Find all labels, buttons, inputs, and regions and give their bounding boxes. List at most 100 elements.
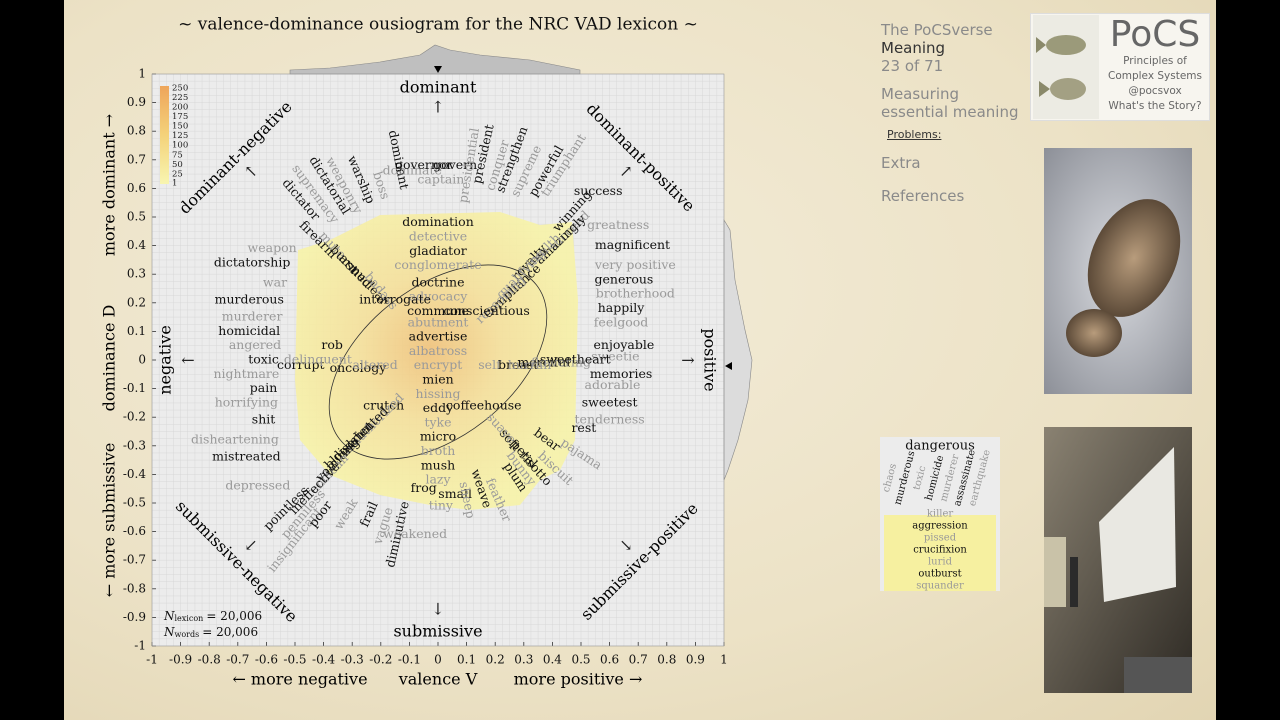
colorbar-label: 1 [172,179,177,189]
word: captain [417,171,464,186]
x-tick-label: -0.9 [169,653,192,667]
word: oncology [330,360,388,375]
word: doctrine [412,274,465,289]
word: crutch [363,397,404,412]
colorbar-label: 250 [172,84,188,94]
x-tick-label: -0.3 [341,653,364,667]
x-tick-label: 1 [720,653,728,667]
y-tick-label: -0.2 [123,410,146,424]
logo-line: What's the Story? [1108,100,1202,112]
y-axis-label: ← more submissive [100,443,119,598]
topic: Measuring [881,85,960,103]
word: govern [433,157,477,172]
word: tenderness [575,412,645,427]
x-axis-label: more positive → [514,670,643,689]
inset-word: killer [927,509,954,520]
inset-word: lurid [928,557,953,568]
inset-word: pissed [924,533,957,544]
word: detective [409,229,467,244]
word: murderer [222,309,283,324]
y-tick-label: 0.4 [127,238,146,252]
word: dictatorship [214,254,290,269]
logo-text: Principles of Complex Systems @pocsvox W… [1101,54,1209,114]
word: murderous [215,291,284,306]
pole-label: negative [156,325,175,395]
y-tick-label: 0.7 [127,152,146,166]
word: enjoyable [594,337,655,352]
x-tick-label: 0.5 [571,653,590,667]
x-tick-label: -0.2 [369,653,392,667]
word: rob [321,337,343,352]
top-histogram [289,44,581,75]
y-tick-label: -0.6 [123,524,146,538]
inset-word: squander [916,581,964,592]
word: albatross [409,343,467,358]
word: interrogate [359,291,431,306]
colorbar-label: 225 [172,93,188,103]
word: hissing [416,386,461,401]
nav-link[interactable]: Extra [881,154,921,172]
y-tick-label: 0.1 [127,324,146,338]
count-label: Nlexicon = 20,006 [163,609,262,624]
count-label: Nwords = 20,006 [163,625,258,640]
svg-text:↑: ↑ [431,98,444,117]
heatmap [295,212,578,510]
word: corrupt [277,357,325,372]
word: sweetie [591,349,639,364]
count-subscript: words [175,630,200,639]
y-tick-label: 0 [138,353,146,367]
word: angered [229,337,281,352]
x-tick-label: -0.7 [226,653,249,667]
x-tick-label: 0.7 [629,653,648,667]
nav-link[interactable]: References [881,187,965,205]
logo-line: Principles of [1123,55,1187,67]
marker [725,362,732,370]
lecture-photo [1044,427,1192,693]
word: broth [421,443,456,458]
svg-text:↘: ↘ [619,536,632,555]
count-symbol: N [163,625,175,639]
svg-text:↓: ↓ [431,600,444,619]
word: conscientious [443,303,529,318]
word: horrifying [215,394,278,409]
word: conglomerate [394,257,481,272]
word: advocacy [409,289,468,304]
x-tick-label: 0.3 [514,653,533,667]
word: toxic [248,352,279,367]
word: pain [250,380,278,395]
word: frog [411,480,437,495]
y-tick-label: -0.4 [123,467,147,481]
word: self [478,357,502,372]
y-tick-label: 0.9 [127,95,146,109]
svg-text:↙: ↙ [244,536,257,555]
word: delinquent [284,352,352,367]
word: magnificent [595,237,670,252]
y-tick-label: -0.9 [123,610,146,624]
x-tick-label: -0.8 [198,653,221,667]
word: sweetest [582,394,638,409]
word: gladiator [409,243,466,258]
svg-text:←: ← [181,351,194,370]
word: adorable [585,377,641,392]
y-tick-label: 0.3 [127,267,146,281]
word: eddy [423,400,454,415]
count-symbol: N [163,609,175,623]
word: tiny [429,497,454,512]
y-tick-label: -0.3 [123,438,146,452]
x-axis-label: ← more negative [232,670,367,689]
fish-illustration [1033,15,1099,119]
plot-frame [151,73,725,647]
cat-photo [1044,148,1192,394]
word: mush [421,457,455,472]
word: rest [571,420,596,435]
subtopic[interactable]: Problems: [887,128,942,141]
colorbar-label: 100 [172,141,188,151]
word: lazy [425,472,451,487]
word: shit [252,412,276,427]
logo-line: Complex Systems [1107,70,1203,82]
pole-label: positive [701,328,720,391]
count-value: = 20,006 [202,625,258,639]
colorbar [160,86,169,184]
page-number: 23 of 71 [881,57,944,75]
